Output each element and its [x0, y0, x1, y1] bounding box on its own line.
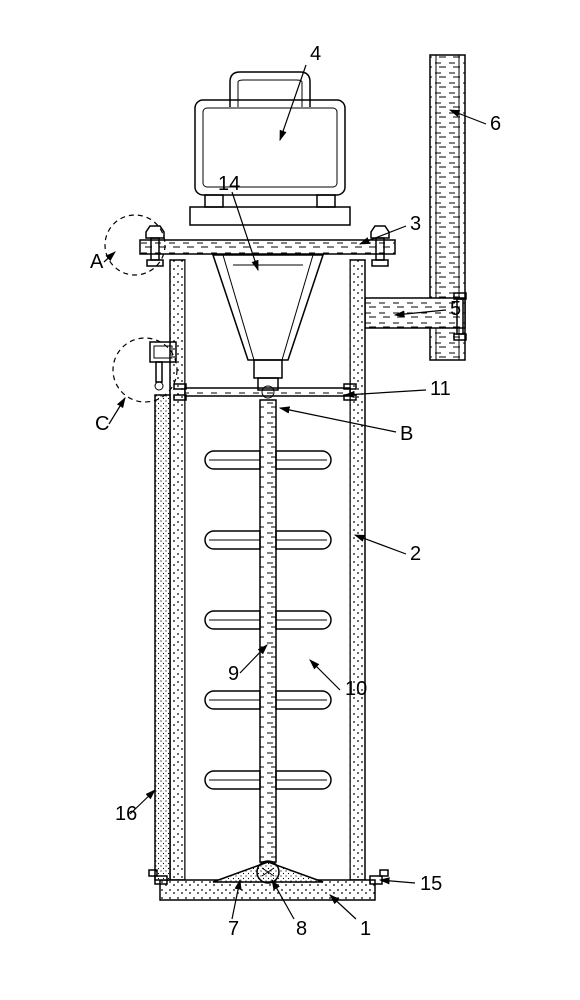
label-7: 7	[228, 918, 239, 940]
label-6: 6	[490, 113, 501, 135]
label-8: 8	[296, 918, 307, 940]
label-10: 10	[345, 678, 367, 700]
label-3: 3	[410, 213, 421, 235]
label-14: 14	[218, 173, 240, 195]
leader-14	[232, 192, 258, 270]
callout-label-C: C	[95, 413, 109, 435]
leader-15	[380, 880, 415, 883]
label-5: 5	[450, 298, 461, 320]
shaft-9	[260, 400, 276, 862]
inner-plate-11	[185, 388, 350, 396]
label-B: B	[400, 423, 413, 445]
shell-wall-right	[350, 260, 365, 880]
label-15: 15	[420, 873, 442, 895]
callout-label-A: A	[90, 251, 104, 273]
top-plate-3	[140, 240, 395, 254]
technical-diagram: A C 4 6 14 3 5 11 B 2 9 10 16 7 8 1 15	[0, 0, 580, 1000]
label-11: 11	[430, 378, 451, 400]
filter-16	[155, 395, 170, 880]
label-16: 16	[115, 803, 137, 825]
label-2: 2	[410, 543, 421, 565]
label-9: 9	[228, 663, 239, 685]
label-4: 4	[310, 43, 321, 65]
detail-circle-C	[113, 338, 177, 402]
label-1: 1	[360, 918, 371, 940]
